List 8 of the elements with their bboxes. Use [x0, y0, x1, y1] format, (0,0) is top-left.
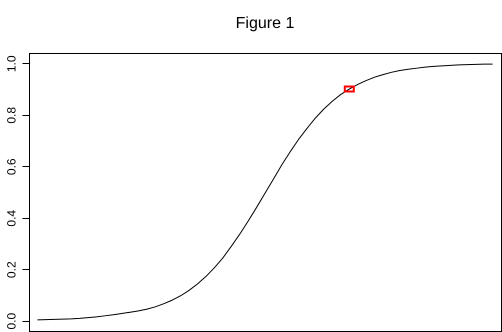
- y-tick-label: 0.0: [4, 312, 18, 330]
- y-tick-label: 0.8: [4, 106, 18, 124]
- chart-title: Figure 1: [236, 15, 294, 32]
- y-tick-label: 0.2: [4, 261, 18, 278]
- y-tick-label: 1.0: [4, 55, 18, 72]
- y-tick-label: 0.4: [4, 210, 18, 227]
- y-tick-label: 0.6: [4, 158, 18, 176]
- line-series: [36, 64, 494, 320]
